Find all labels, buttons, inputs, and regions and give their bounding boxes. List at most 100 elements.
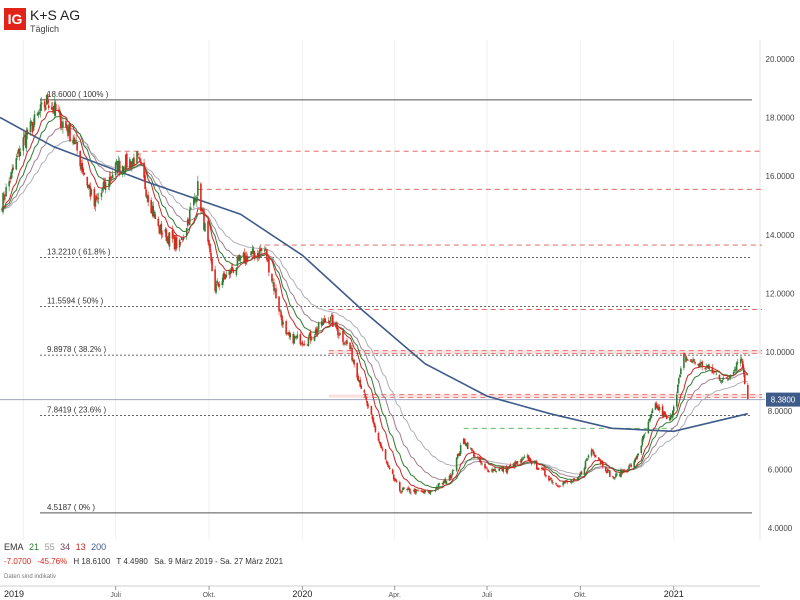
candle-body: [505, 466, 508, 473]
candle-body: [130, 162, 132, 168]
candle-body: [408, 487, 410, 490]
candle-body: [650, 413, 653, 418]
candle-body: [286, 333, 288, 335]
candle-body: [67, 129, 69, 136]
candle-body: [449, 474, 452, 479]
candle-body: [729, 374, 732, 378]
candle-body: [735, 362, 738, 371]
candle-body: [273, 282, 275, 291]
candle-body: [174, 237, 177, 250]
candle-body: [47, 105, 50, 108]
candle-body: [515, 461, 518, 464]
candle-body: [728, 377, 731, 379]
candle-body: [555, 483, 557, 485]
candle-body: [620, 469, 622, 477]
candle-body: [4, 198, 6, 200]
candle-body: [562, 482, 564, 486]
candle-body: [642, 435, 645, 440]
candle-body: [722, 378, 725, 380]
candle-body: [473, 451, 475, 457]
candle-body: [256, 253, 259, 258]
candle-body: [202, 209, 204, 212]
candle-body: [431, 490, 434, 492]
candle-body: [357, 376, 359, 381]
candle-body: [143, 162, 145, 178]
resistance-zone: [328, 394, 762, 398]
candle-body: [494, 469, 496, 471]
y-tick-label: 18.0000: [766, 113, 795, 122]
candle-body: [701, 361, 703, 368]
candle-body: [287, 333, 289, 334]
candle-body: [121, 165, 124, 175]
candle-body: [391, 469, 394, 474]
x-tick-label: Okt.: [574, 592, 587, 599]
candle-body: [671, 410, 674, 418]
candle-body: [188, 209, 191, 225]
candle-body: [438, 483, 441, 485]
candle-body: [201, 208, 203, 211]
candle-body: [3, 194, 5, 200]
candle-body: [580, 471, 583, 474]
candle-body: [243, 252, 246, 262]
candle-body: [742, 367, 745, 375]
candle-body: [19, 151, 22, 156]
candle-body: [221, 281, 224, 285]
candle-body: [316, 329, 319, 335]
candle-body: [485, 467, 487, 469]
candle-body: [124, 170, 126, 172]
candle-body: [394, 479, 397, 481]
price-stats: -7.0700 -45.76% H 18.6100 T 4.4980 Sa. 9…: [4, 557, 287, 566]
candle-body: [421, 490, 423, 493]
candle-body: [637, 453, 640, 456]
candle-body: [329, 316, 332, 322]
candle-body: [302, 343, 305, 345]
candle-body: [573, 478, 576, 481]
candle-body: [386, 461, 389, 466]
candle-body: [272, 282, 274, 284]
candle-body: [331, 315, 333, 317]
candle-body: [343, 342, 345, 345]
candle-body: [193, 197, 195, 206]
candle-body: [244, 255, 247, 265]
candle-body: [599, 460, 602, 464]
candle-body: [444, 478, 447, 484]
candle-body: [428, 491, 431, 494]
candle-body: [537, 468, 540, 470]
candle-body: [407, 488, 409, 491]
candle-body: [608, 469, 610, 471]
candle-body: [145, 189, 147, 197]
candle-body: [535, 461, 538, 469]
candle-body: [597, 457, 600, 460]
candle-body: [458, 452, 461, 456]
candle-body: [211, 258, 213, 272]
candle-body: [536, 468, 539, 470]
candle-body: [406, 489, 408, 491]
candle-body: [175, 237, 178, 249]
candle-body: [338, 335, 340, 336]
candle-body: [718, 375, 721, 380]
candle-body: [507, 467, 510, 469]
candle-body: [60, 113, 62, 128]
candle-body: [417, 490, 419, 492]
candle-body: [187, 220, 190, 224]
candle-body: [181, 238, 184, 241]
candle-body: [2, 193, 4, 213]
candle-body: [223, 273, 226, 278]
candle-body: [11, 168, 13, 174]
candle-body: [541, 468, 543, 469]
candle-body: [410, 492, 412, 494]
candle-body: [512, 463, 515, 467]
candle-body: [15, 158, 18, 170]
candle-body: [200, 183, 202, 212]
candle-body: [578, 475, 581, 478]
candle-body: [380, 445, 383, 449]
change-percent: -45.76%: [37, 557, 68, 566]
candle-body: [36, 113, 39, 116]
candle-body: [86, 176, 89, 186]
candle-body: [249, 254, 252, 256]
candle-body: [314, 329, 317, 335]
candle-body: [647, 421, 650, 434]
candle-body: [442, 481, 445, 485]
candle-body: [600, 461, 603, 463]
